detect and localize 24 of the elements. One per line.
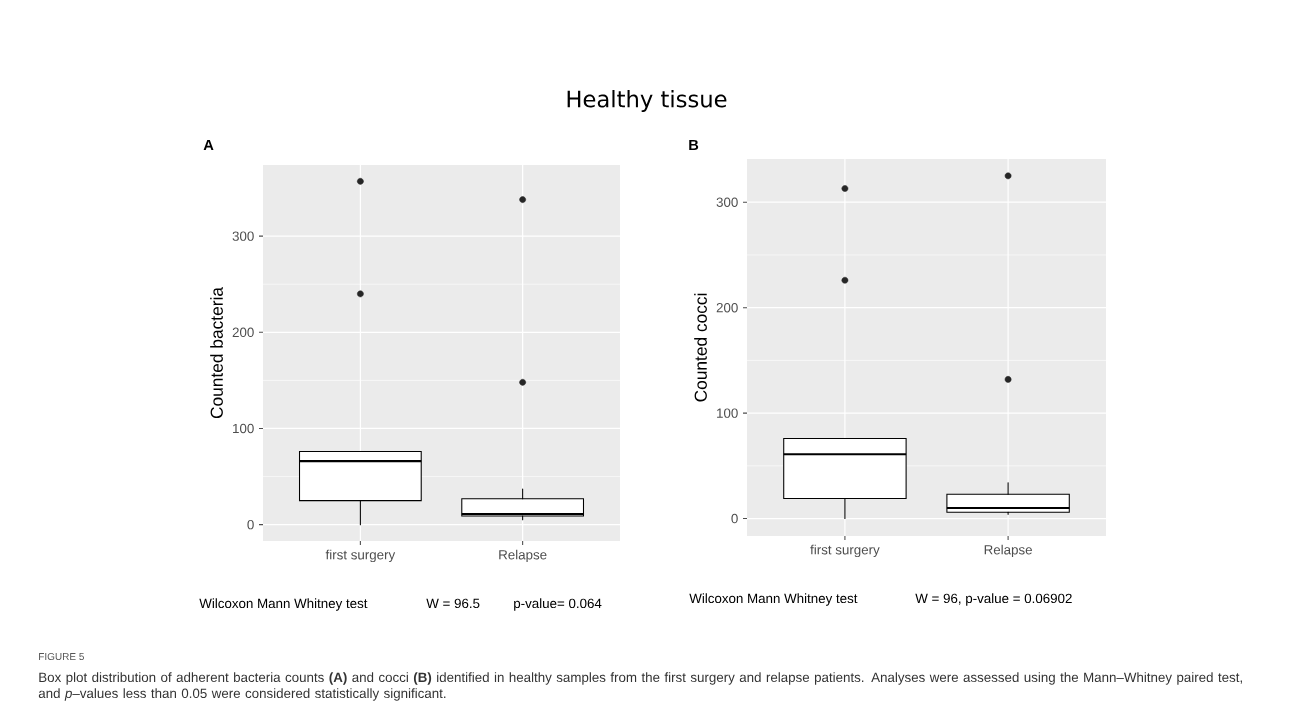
- y-tick-label: 100: [233, 423, 254, 434]
- x-tick-label: first surgery: [325, 549, 396, 563]
- chart-subtitle: B: [689, 139, 699, 150]
- text: W = 96.5: [426, 598, 480, 609]
- y-tick-label: 200: [232, 327, 254, 338]
- x-tick-label: Relapse: [499, 549, 547, 563]
- y-axis-title: Counted bacteria: [210, 287, 223, 419]
- y-tick-label: 100: [717, 408, 738, 418]
- x-tick-label: Relapse: [984, 544, 1032, 558]
- text: Wilcoxon Mann Whitney test: [689, 593, 858, 606]
- y-tick-label: 300: [232, 231, 254, 241]
- y-axis-title: Counted cocci: [694, 293, 707, 402]
- y-tick-label: 300: [716, 197, 738, 207]
- y-tick-label: 0: [247, 519, 254, 530]
- chart-title: Healthy tissue: [567, 90, 727, 112]
- caption: FIGURE 5: [39, 653, 84, 661]
- text: p-value= 0.064: [514, 598, 602, 611]
- text: Box plot distribution of adherent bacteria counts (A) and cocci (B) identified in healthy samples from the first surgery and relapse patients. Analyses were assessed using the Mann–Whitney paired test, and p–values less than 0.05 were considered statistically significant.: [38, 672, 1242, 701]
- text: W = 96, p-value = 0.06902: [915, 593, 1072, 606]
- chart-subtitle: A: [203, 139, 214, 150]
- text: Wilcoxon Mann Whitney test: [199, 598, 368, 611]
- x-tick-label: first surgery: [810, 544, 880, 558]
- y-tick-label: 200: [716, 302, 738, 313]
- y-tick-label: 0: [731, 513, 738, 524]
